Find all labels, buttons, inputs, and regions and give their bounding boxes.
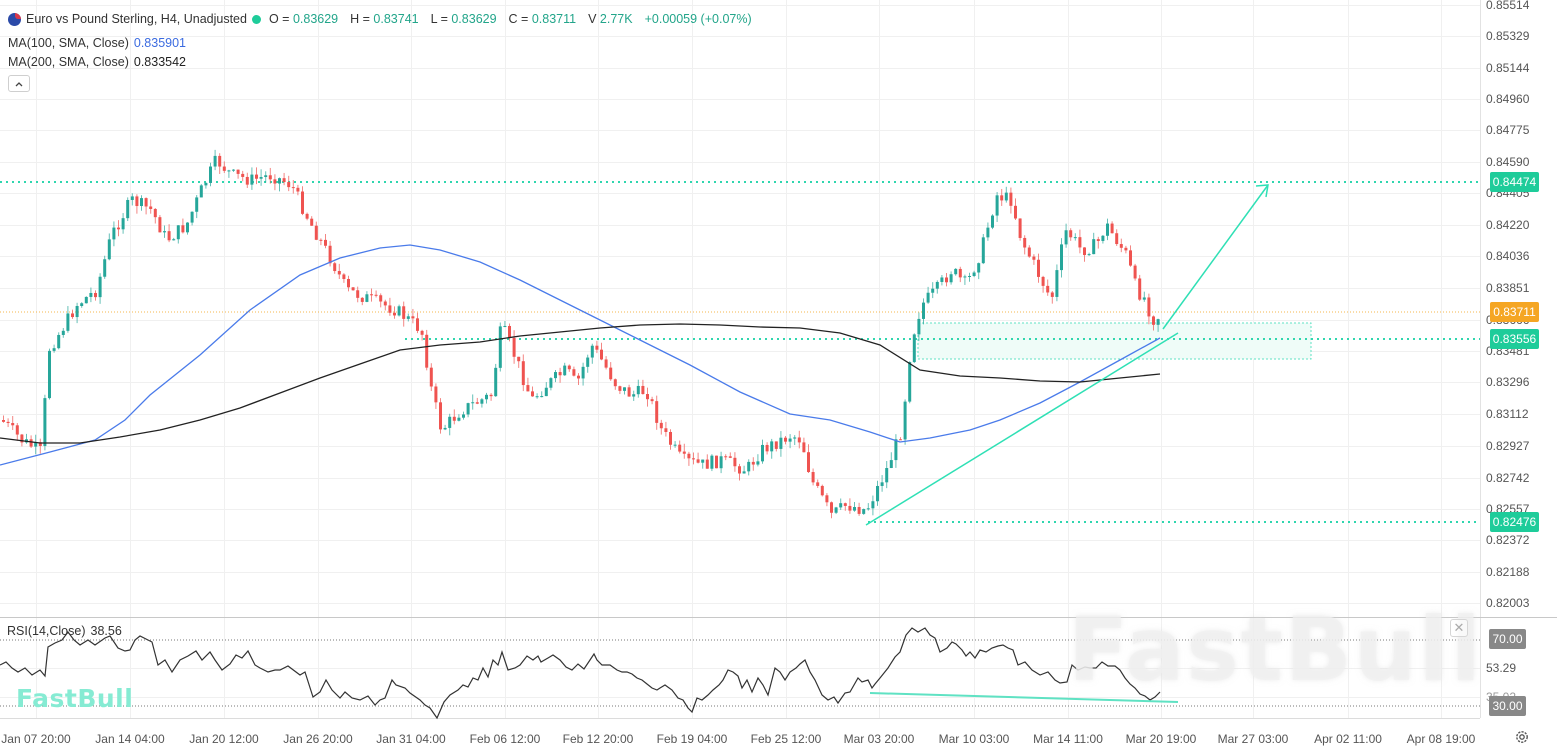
- time-tick: Jan 31 04:00: [376, 732, 446, 746]
- time-tick: Jan 14 04:00: [95, 732, 165, 746]
- open-value: O = 0.83629: [268, 12, 339, 26]
- time-tick: Mar 10 03:00: [938, 732, 1010, 746]
- gear-icon[interactable]: [1514, 729, 1530, 745]
- candlesticks: [2, 149, 1160, 519]
- ma100-line[interactable]: [0, 244, 1161, 466]
- low-price-tag: 0.82476: [1490, 512, 1539, 532]
- rsi-divergence-line[interactable]: [869, 692, 1179, 703]
- brand-logo: FastBull: [16, 684, 134, 713]
- price-tick: 0.82927: [1486, 439, 1530, 453]
- low-value: L = 0.83629: [430, 12, 497, 26]
- close-value: C = 0.83711: [508, 12, 577, 26]
- last-price-tag: 0.83711: [1490, 302, 1539, 322]
- projection-arrow[interactable]: [1162, 184, 1269, 330]
- time-tick: Apr 02 11:00: [1314, 732, 1382, 746]
- watermark-logo: FastBull: [1068, 598, 1483, 701]
- market-status-dot-icon: [251, 14, 261, 24]
- price-tick: 0.82372: [1486, 533, 1530, 547]
- volume-value: V 2.77K: [588, 12, 633, 26]
- price-tick: 0.83296: [1486, 375, 1530, 389]
- price-tick: 0.82742: [1486, 471, 1530, 485]
- ma100-legend[interactable]: MA(100, SMA, Close) 0.835901: [8, 35, 187, 50]
- time-tick: Mar 20 19:00: [1125, 732, 1197, 746]
- price-tick: 0.84220: [1486, 218, 1530, 232]
- ma200-legend[interactable]: MA(200, SMA, Close) 0.833542: [8, 54, 187, 69]
- price-tick: 0.84775: [1486, 123, 1530, 137]
- chart-grid: [0, 0, 1480, 718]
- collapse-legend-button[interactable]: [8, 75, 30, 92]
- support-zone[interactable]: [917, 322, 1312, 360]
- price-tick: 0.84590: [1486, 155, 1530, 169]
- resistance-price-tag: 0.84474: [1490, 172, 1539, 192]
- price-tick: 0.85144: [1486, 61, 1530, 75]
- price-tick: 0.83851: [1486, 281, 1530, 295]
- symbol-title: Euro vs Pound Sterling, H4, Unadjusted: [26, 12, 247, 26]
- trendline[interactable]: [865, 332, 1179, 526]
- time-tick: Feb 25 12:00: [750, 732, 822, 746]
- chart-legend: Euro vs Pound Sterling, H4, Unadjusted O…: [8, 9, 752, 92]
- ma200-line[interactable]: [0, 323, 1161, 444]
- close-rsi-button[interactable]: ✕: [1450, 619, 1468, 637]
- time-tick: Jan 20 12:00: [189, 732, 259, 746]
- price-tick: 0.85329: [1486, 29, 1530, 43]
- close-icon: ✕: [1453, 620, 1465, 635]
- rsi-tick: 53.29: [1486, 661, 1517, 675]
- arrow-head-icon: [1255, 184, 1269, 198]
- chevron-up-icon: [15, 81, 23, 86]
- rsi-legend[interactable]: RSI(14,Close) 38.56: [7, 624, 122, 638]
- eur-gbp-flag-icon: [8, 12, 21, 26]
- rsi-line[interactable]: [0, 627, 1161, 720]
- time-tick: Mar 14 11:00: [1033, 732, 1103, 746]
- price-tick: 0.82003: [1486, 596, 1530, 610]
- time-tick: Mar 27 03:00: [1217, 732, 1289, 746]
- support-price-tag: 0.83556: [1490, 329, 1539, 349]
- time-tick: Jan 26 20:00: [283, 732, 353, 746]
- time-tick: Jan 07 20:00: [1, 732, 71, 746]
- time-tick: Feb 06 12:00: [469, 732, 541, 746]
- time-tick: Mar 03 20:00: [843, 732, 915, 746]
- time-tick: Apr 08 19:00: [1406, 732, 1476, 746]
- price-tick: 0.84036: [1486, 249, 1530, 263]
- price-change: +0.00059 (+0.07%): [644, 12, 752, 26]
- price-tick: 0.84960: [1486, 92, 1530, 106]
- high-value: H = 0.83741: [350, 12, 419, 26]
- price-tick: 0.85514: [1486, 0, 1530, 12]
- time-tick: Feb 19 04:00: [656, 732, 728, 746]
- rsi-30-tag: 30.00: [1489, 696, 1526, 716]
- time-tick: Feb 12 20:00: [562, 732, 634, 746]
- symbol-header: Euro vs Pound Sterling, H4, Unadjusted O…: [8, 9, 752, 29]
- rsi-70-tag: 70.00: [1489, 629, 1526, 649]
- price-tick: 0.82188: [1486, 565, 1530, 579]
- price-tick: 0.83112: [1486, 407, 1529, 421]
